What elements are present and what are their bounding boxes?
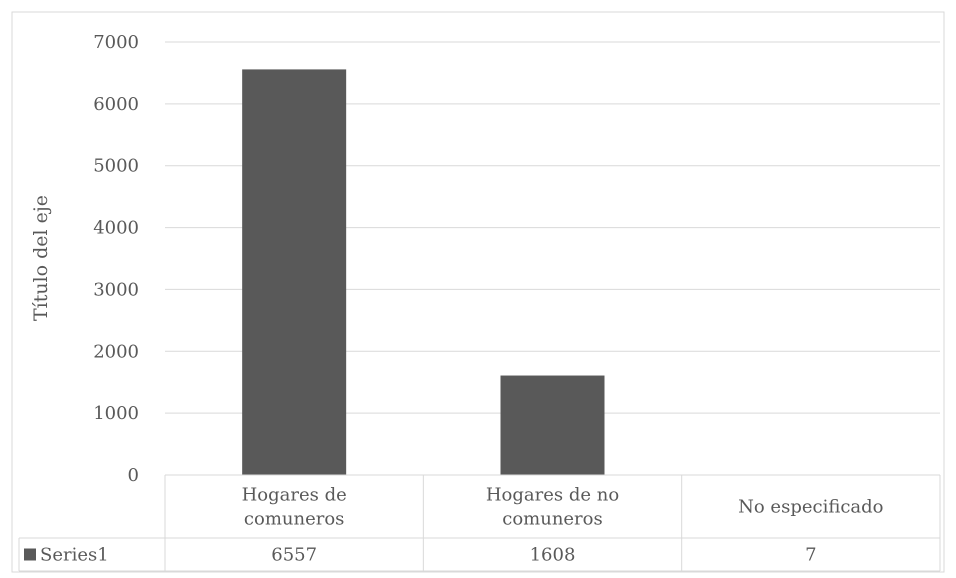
chart-border — [11, 11, 945, 573]
category-label: No especificado — [738, 497, 883, 518]
bar — [242, 69, 347, 476]
y-tick-label: 7000 — [93, 32, 139, 53]
y-tick-label: 1000 — [93, 403, 139, 424]
bars — [242, 69, 863, 476]
data-value-label: 6557 — [271, 545, 317, 566]
y-tick-label: 4000 — [93, 218, 139, 239]
y-axis-title: Título del eje — [30, 195, 52, 321]
category-label: comuneros — [244, 509, 345, 530]
legend-key — [24, 548, 36, 561]
category-label: Hogares de no — [486, 485, 619, 506]
y-tick-label: 5000 — [93, 156, 139, 177]
y-tick-label: 2000 — [93, 341, 139, 362]
bar — [500, 375, 605, 475]
category-label: comuneros — [502, 509, 603, 530]
data-value-label: 7 — [805, 545, 816, 566]
y-tick-label: 3000 — [93, 279, 139, 300]
y-axis-ticks: 0 1000 2000 3000 4000 5000 6000 7000 — [93, 32, 139, 486]
legend-series-name: Series1 — [40, 545, 109, 566]
data-table: Hogares de comuneros Hogares de no comunero… — [18, 474, 941, 572]
category-label: Hogares de — [242, 485, 347, 506]
y-tick-label: 0 — [128, 465, 139, 486]
data-value-label: 1608 — [530, 545, 576, 566]
y-tick-label: 6000 — [93, 94, 139, 115]
